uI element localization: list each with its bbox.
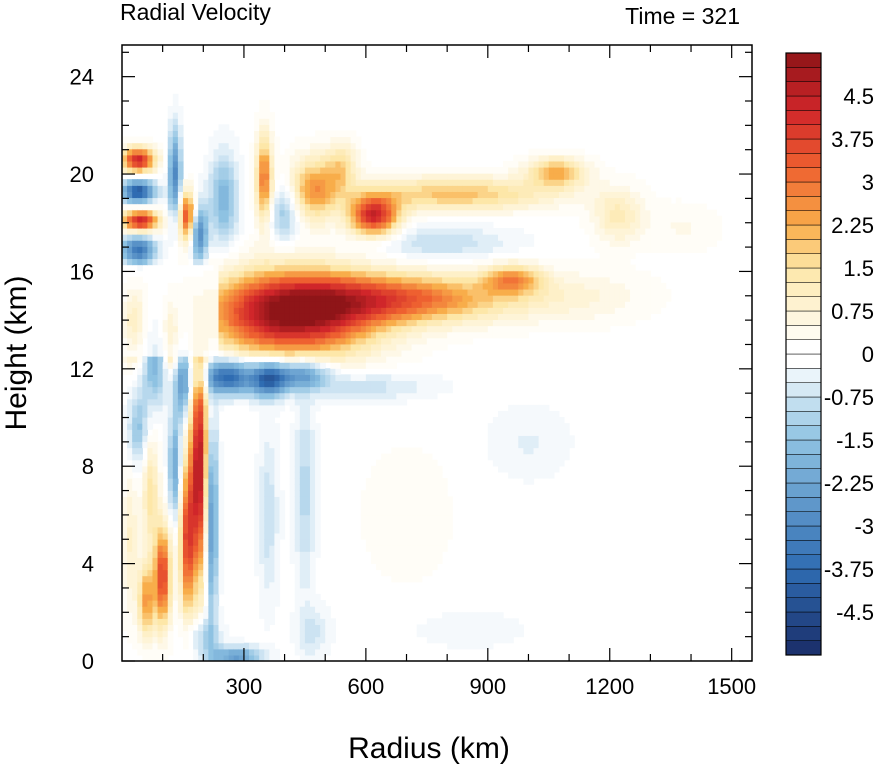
x-tick-label: 900 <box>469 674 506 699</box>
x-tick-label: 1500 <box>707 674 756 699</box>
colorbar-bin <box>785 382 822 398</box>
colorbar-label: -4.5 <box>836 600 874 625</box>
colorbar-bin <box>785 511 822 527</box>
y-tick-label: 8 <box>82 454 94 479</box>
colorbar-bin <box>785 540 822 555</box>
x-axis-label: Radius (km) <box>348 732 510 765</box>
colorbar-bin <box>785 411 822 426</box>
x-tick-label: 600 <box>348 674 385 699</box>
colorbar-bin <box>785 253 822 269</box>
y-tick-label: 20 <box>70 162 94 187</box>
plot-area <box>121 44 753 662</box>
colorbar-label: -1.5 <box>836 428 874 453</box>
colorbar-bin <box>785 482 822 498</box>
colorbar-bin <box>785 339 822 355</box>
colorbar-label: 2.25 <box>831 213 874 238</box>
colorbar-bin <box>785 368 822 383</box>
colorbar-bin <box>785 153 822 168</box>
colorbar-label: 0 <box>862 342 874 367</box>
colorbar-bin <box>785 525 822 541</box>
colorbar-bin <box>785 396 822 412</box>
colorbar-bins <box>785 52 822 656</box>
colorbar-bin <box>785 138 822 154</box>
y-tick-label: 24 <box>70 65 94 90</box>
colorbar-bin <box>785 196 822 211</box>
colorbar-bin <box>785 626 822 641</box>
colorbar-bin <box>785 67 822 82</box>
colorbar-bin <box>785 181 822 197</box>
x-tick-label: 300 <box>226 674 263 699</box>
chart-title-right: Time = 321 <box>625 3 740 29</box>
axis-ticks: 300 600 900 1200 1500 0 4 8 12 16 20 24 <box>70 45 756 699</box>
plot-frame <box>121 44 753 662</box>
colorbar-label: -3.75 <box>824 557 874 582</box>
y-tick-label: 12 <box>70 357 94 382</box>
chart-title-left: Radial Velocity <box>120 0 271 25</box>
y-axis-label: Height (km) <box>0 275 33 430</box>
colorbar-bin <box>785 468 822 484</box>
y-tick-label: 0 <box>82 649 94 674</box>
colorbar-bin <box>785 310 822 326</box>
colorbar-bin <box>785 81 822 97</box>
colorbar-bin <box>785 296 822 312</box>
colorbar-label: 4.5 <box>843 84 874 109</box>
colorbar-label: -0.75 <box>824 385 874 410</box>
y-tick-label: 16 <box>70 259 94 284</box>
colorbar-label: 3.75 <box>831 127 874 152</box>
colorbar-label: 0.75 <box>831 299 874 324</box>
colorbar-bin <box>785 267 822 283</box>
colorbar-bin <box>785 124 822 140</box>
colorbar-bin <box>785 554 822 570</box>
colorbar-label: 1.5 <box>843 256 874 281</box>
y-tick-label: 4 <box>82 552 94 577</box>
colorbar-bin <box>785 95 822 111</box>
colorbar-frame <box>785 52 822 656</box>
colorbar-bin <box>785 425 822 441</box>
colorbar-bin <box>785 210 822 226</box>
colorbar-label: -2.25 <box>824 471 874 496</box>
colorbar-bin <box>785 611 822 627</box>
colorbar-bin <box>785 224 822 240</box>
colorbar-bin <box>785 325 822 340</box>
colorbar-bin <box>785 583 822 598</box>
colorbar-labels: 4.5 3.75 3 2.25 1.5 0.75 0 -0.75 -1.5 -2.25 -3 -3.7… <box>824 84 874 625</box>
colorbar-label: -3 <box>854 514 874 539</box>
colorbar-label: 3 <box>862 170 874 195</box>
colorbar-bin <box>785 497 822 512</box>
colorbar-bin <box>785 239 822 254</box>
velocity-field <box>122 45 752 661</box>
colorbar-bin <box>785 110 822 125</box>
x-tick-label: 1200 <box>585 674 634 699</box>
colorbar-bin <box>785 52 822 68</box>
colorbar-bin <box>785 439 822 455</box>
colorbar-bin <box>785 640 822 656</box>
colorbar-bin <box>785 282 822 297</box>
colorbar-bin <box>785 167 822 183</box>
colorbar-bin <box>785 597 822 613</box>
colorbar-bin <box>785 353 822 369</box>
colorbar-bin <box>785 454 822 469</box>
colorbar: 4.5 3.75 3 2.25 1.5 0.75 0 -0.75 -1.5 -2.25 -3 -3.7… <box>785 52 874 656</box>
colorbar-bin <box>785 568 822 584</box>
